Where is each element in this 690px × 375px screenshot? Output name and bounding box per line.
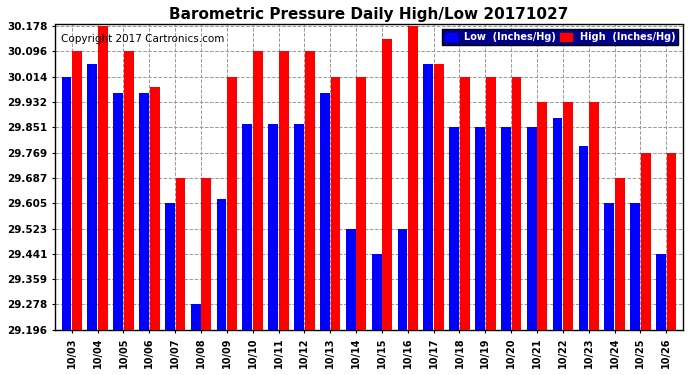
Bar <box>553 118 562 330</box>
Text: Copyright 2017 Cartronics.com: Copyright 2017 Cartronics.com <box>61 34 225 44</box>
Bar <box>641 153 651 330</box>
Bar <box>397 229 407 330</box>
Bar <box>201 178 211 330</box>
Bar <box>72 51 82 330</box>
Bar <box>124 51 134 330</box>
Bar <box>346 229 356 330</box>
Bar <box>61 77 71 330</box>
Bar <box>113 93 123 330</box>
Bar <box>511 77 522 330</box>
Bar <box>320 93 330 330</box>
Bar <box>501 127 511 330</box>
Bar <box>268 124 278 330</box>
Bar <box>615 178 624 330</box>
Bar <box>175 178 186 330</box>
Bar <box>408 26 418 330</box>
Bar <box>191 304 201 330</box>
Bar <box>460 77 470 330</box>
Bar <box>279 51 288 330</box>
Bar <box>139 93 149 330</box>
Bar <box>475 127 485 330</box>
Bar <box>382 39 392 330</box>
Bar <box>165 203 175 330</box>
Bar <box>589 102 599 330</box>
Bar <box>656 254 666 330</box>
Bar <box>424 64 433 330</box>
Bar <box>98 26 108 330</box>
Bar <box>217 199 226 330</box>
Bar <box>630 203 640 330</box>
Bar <box>449 127 459 330</box>
Bar <box>667 153 676 330</box>
Legend: Low  (Inches/Hg), High  (Inches/Hg): Low (Inches/Hg), High (Inches/Hg) <box>442 29 678 45</box>
Bar <box>563 102 573 330</box>
Bar <box>294 124 304 330</box>
Bar <box>434 64 444 330</box>
Bar <box>604 203 614 330</box>
Bar <box>242 124 253 330</box>
Bar <box>357 77 366 330</box>
Bar <box>227 77 237 330</box>
Bar <box>486 77 495 330</box>
Title: Barometric Pressure Daily High/Low 20171027: Barometric Pressure Daily High/Low 20171… <box>169 7 569 22</box>
Bar <box>526 127 537 330</box>
Bar <box>578 146 589 330</box>
Bar <box>331 77 340 330</box>
Bar <box>538 102 547 330</box>
Bar <box>253 51 263 330</box>
Bar <box>372 254 382 330</box>
Bar <box>150 87 159 330</box>
Bar <box>88 64 97 330</box>
Bar <box>305 51 315 330</box>
